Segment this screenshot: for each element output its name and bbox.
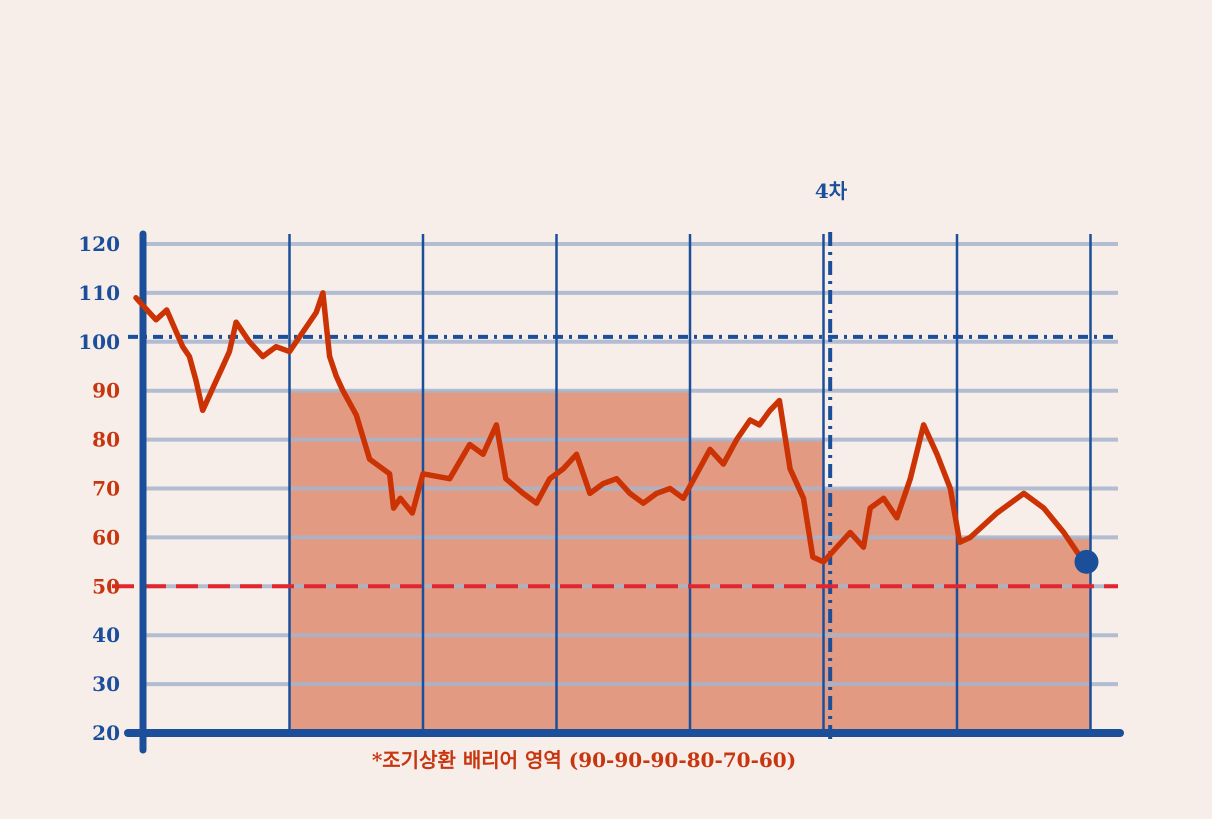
y-tick-label-20: 20: [92, 721, 120, 745]
y-tick-label-30: 30: [92, 672, 120, 696]
tick-label-group: 120 110 100 90 80 70 60 50 40 30 20: [78, 232, 120, 745]
y-tick-label-80: 80: [92, 428, 120, 452]
barrier-step-2: [823, 488, 957, 733]
y-tick-label-90: 90: [92, 379, 120, 403]
axes-group: [124, 230, 1124, 754]
y-tick-label-100: 100: [78, 330, 120, 354]
period-line-group: [288, 234, 1092, 733]
gridline-group: [143, 242, 1118, 687]
y-tick-label-60: 60: [92, 525, 120, 549]
barrier-note: *조기상환 배리어 영역 (90-90-90-80-70-60): [372, 748, 796, 772]
series-line-0: [133, 290, 1087, 565]
marker-label: 4차: [815, 179, 848, 203]
y-tick-label-50: 50: [92, 574, 120, 598]
barrier-step-0: [289, 390, 690, 733]
end-point-marker: [1074, 549, 1099, 574]
y-tick-label-110: 110: [78, 281, 120, 305]
y-tick-label-40: 40: [92, 623, 120, 647]
y-tick-label-120: 120: [78, 232, 120, 256]
reference-line-group: [112, 232, 1118, 743]
series-group: [133, 290, 1099, 574]
y-tick-label-70: 70: [92, 477, 120, 501]
